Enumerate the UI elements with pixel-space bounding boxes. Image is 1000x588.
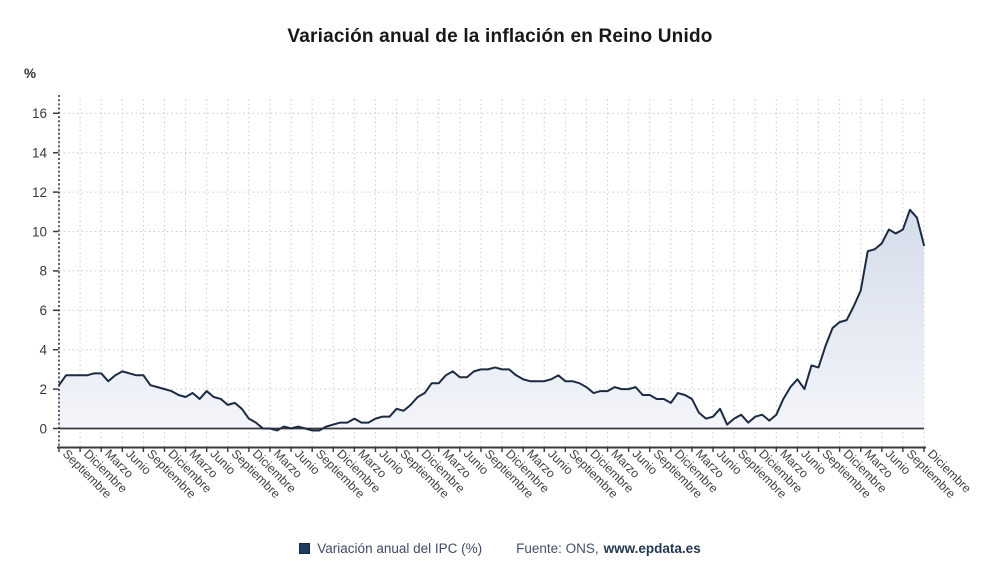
y-axis-tick-label: 10 <box>32 224 47 239</box>
y-axis-tick-label: 8 <box>39 264 47 279</box>
source-prefix: Fuente: ONS, <box>516 541 599 556</box>
chart-legend: Variación anual del IPC (%) Fuente: ONS,… <box>0 541 1000 556</box>
y-axis-tick-label: 14 <box>32 146 48 161</box>
legend-marker-icon <box>299 543 311 554</box>
y-axis-tick-label: 4 <box>39 343 47 358</box>
legend-series-label[interactable]: Variación anual del IPC (%) <box>317 541 483 556</box>
y-axis-tick-label: 16 <box>32 106 47 121</box>
source-text: Fuente: ONS, www.epdata.es <box>516 541 701 556</box>
series-line[interactable] <box>58 208 925 432</box>
source-link[interactable]: www.epdata.es <box>603 541 701 556</box>
x-axis-labels: SeptiembreDiciembreMarzoJunioSeptiembreD… <box>58 447 974 501</box>
chart-title: Variación anual de la inflación en Reino… <box>287 26 713 47</box>
y-axis-tick-label: 2 <box>39 382 47 397</box>
series-area[interactable] <box>59 209 924 431</box>
y-axis-tick-label: 0 <box>39 421 47 436</box>
y-axis-tick-label: 12 <box>32 185 47 200</box>
y-axis-unit-label: % <box>24 66 37 81</box>
y-axis-tick-label: 6 <box>39 303 47 318</box>
